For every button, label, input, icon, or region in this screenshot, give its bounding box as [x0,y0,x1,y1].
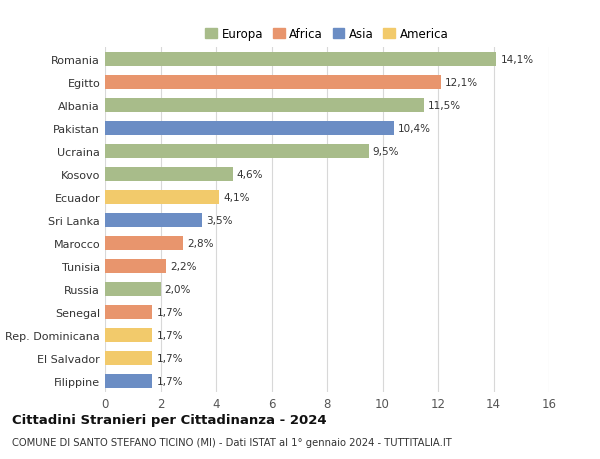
Bar [105,351,152,365]
Text: 11,5%: 11,5% [428,101,461,111]
Text: COMUNE DI SANTO STEFANO TICINO (MI) - Dati ISTAT al 1° gennaio 2024 - TUTTITALIA: COMUNE DI SANTO STEFANO TICINO (MI) - Da… [12,437,452,447]
Bar [105,259,166,273]
Bar [105,190,219,204]
Bar [105,168,233,181]
Bar [105,328,152,342]
Text: 1,7%: 1,7% [157,376,183,386]
Bar [105,99,424,112]
Text: 3,5%: 3,5% [206,215,233,225]
Bar [105,122,394,135]
Text: 2,8%: 2,8% [187,238,214,248]
Legend: Europa, Africa, Asia, America: Europa, Africa, Asia, America [200,23,454,45]
Bar [105,213,202,227]
Text: 9,5%: 9,5% [373,146,399,157]
Text: 1,7%: 1,7% [157,307,183,317]
Bar [105,374,152,388]
Text: 14,1%: 14,1% [500,55,533,65]
Text: 1,7%: 1,7% [157,330,183,340]
Text: 1,7%: 1,7% [157,353,183,363]
Bar [105,53,496,67]
Text: 4,6%: 4,6% [237,169,263,179]
Bar [105,236,182,250]
Text: 12,1%: 12,1% [445,78,478,88]
Bar [105,145,368,158]
Text: 10,4%: 10,4% [398,123,431,134]
Text: Cittadini Stranieri per Cittadinanza - 2024: Cittadini Stranieri per Cittadinanza - 2… [12,413,326,426]
Text: 2,0%: 2,0% [164,284,191,294]
Text: 2,2%: 2,2% [170,261,197,271]
Bar [105,305,152,319]
Bar [105,282,161,296]
Bar [105,76,441,90]
Text: 4,1%: 4,1% [223,192,250,202]
